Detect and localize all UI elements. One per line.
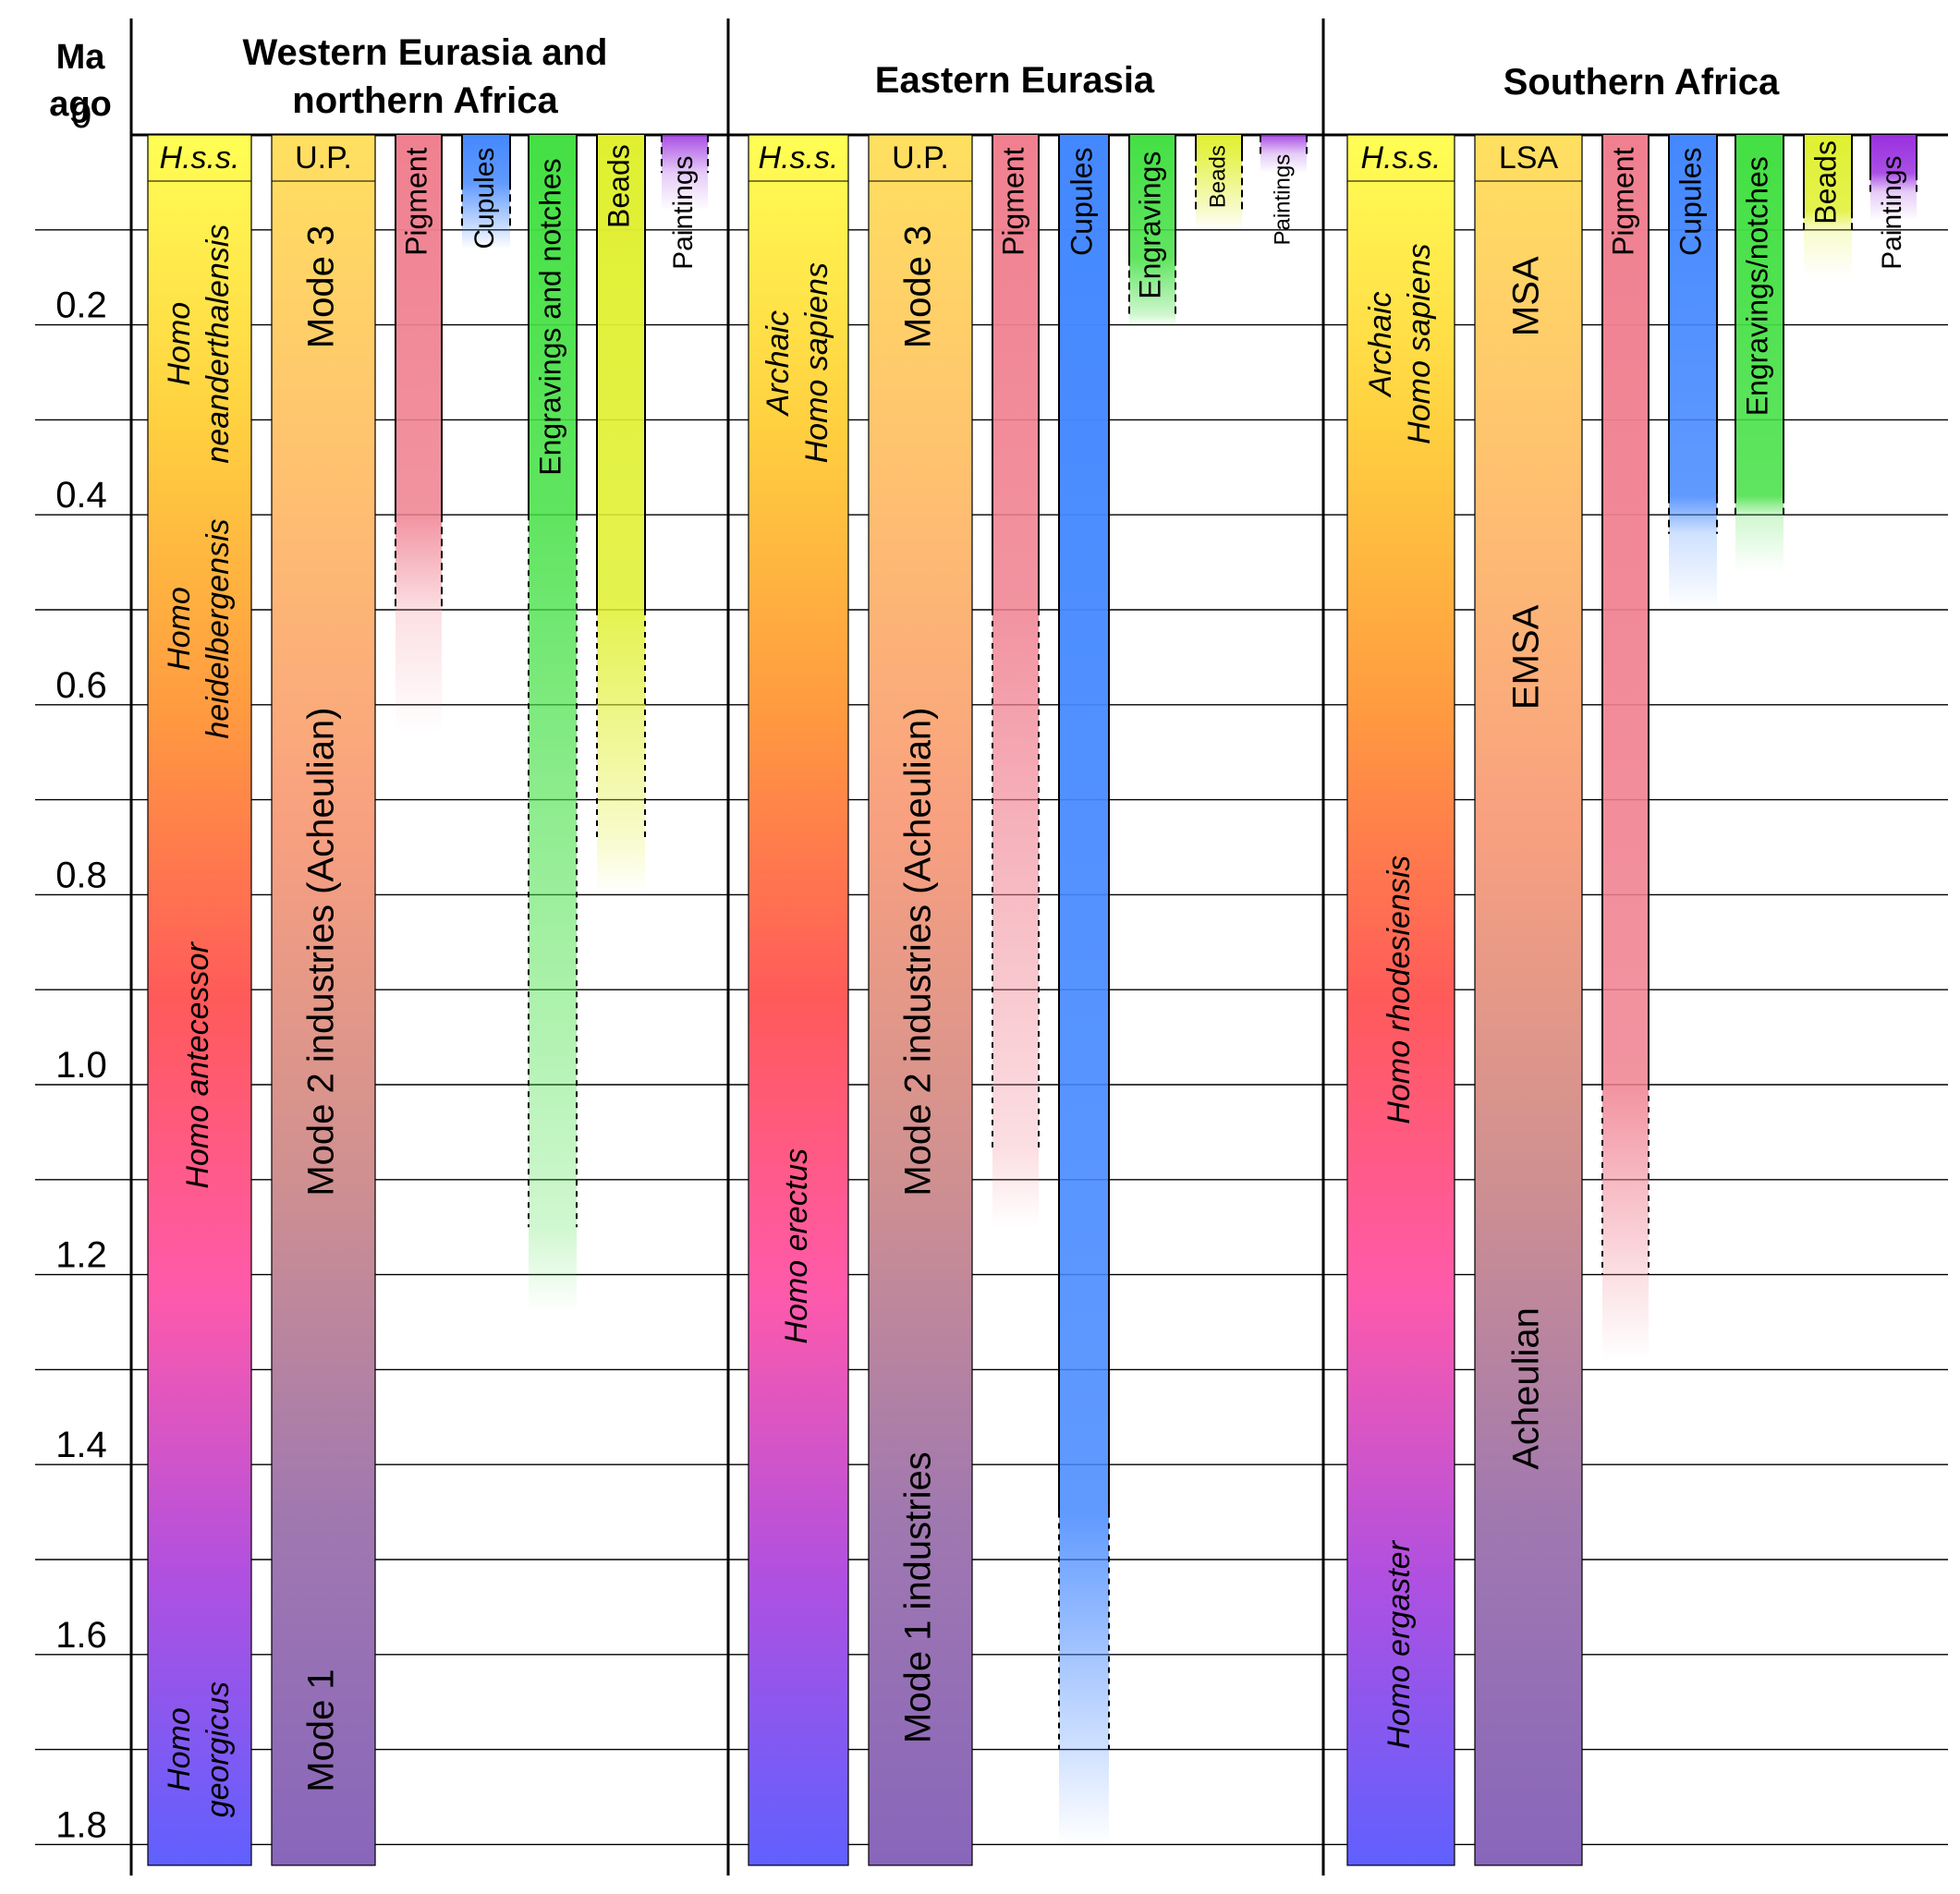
behavior-bar-pigment — [396, 135, 442, 734]
region-title-west: Western Eurasia and — [243, 32, 608, 73]
hominin-label: Homo ergaster — [1382, 1539, 1417, 1749]
behavior-label: Cupules — [1674, 148, 1707, 256]
behavior-label: Beads — [1808, 140, 1842, 225]
behavior-bar-paintings — [662, 135, 708, 212]
tick-label: 0.8 — [55, 855, 107, 895]
industry-label: LSA — [1499, 140, 1559, 176]
behavior-bar-paintings — [1870, 135, 1917, 221]
behavior-label: Cupules — [469, 148, 500, 249]
hominin-label: Homo — [162, 1707, 197, 1791]
tick-label: 1.6 — [55, 1615, 107, 1656]
hominin-label: H.s.s. — [160, 140, 240, 176]
behavior-bar-cupules — [1059, 135, 1109, 1845]
hominin-bar — [748, 134, 849, 1866]
tick-label: 1.0 — [55, 1045, 107, 1086]
hominin-label: Archaic — [761, 310, 796, 417]
behavior-bar-pigment — [1602, 135, 1649, 1361]
behavior-label: Paintings — [1270, 154, 1295, 246]
tick-label: 0.6 — [55, 665, 107, 706]
tick-label: 1.2 — [55, 1235, 107, 1276]
axis-title-ago: ago — [49, 85, 112, 124]
behavior-label: Engravings/notches — [1740, 156, 1773, 416]
behavior-bar-pigment — [992, 135, 1039, 1228]
tick-label: 0.2 — [55, 285, 107, 326]
industry-label: U.P. — [892, 140, 949, 176]
hominin-label: H.s.s. — [759, 140, 839, 176]
tick-label: 1.8 — [55, 1804, 107, 1845]
behavior-bar-beads — [1804, 135, 1852, 278]
behavior-bar-engravings — [1735, 135, 1783, 572]
hominin-label: Homo — [162, 587, 197, 671]
behavior-label: Cupules — [1065, 148, 1098, 256]
behavior-label: Pigment — [996, 147, 1029, 255]
axis-title-ma: Ma — [56, 38, 106, 77]
hominin-label: Homo antecessor — [180, 941, 215, 1189]
industry-label: MSA — [1506, 256, 1547, 336]
region-title-west: northern Africa — [292, 80, 558, 121]
hominin-bar — [147, 134, 252, 1866]
behavior-label: Engravings and notches — [533, 158, 566, 475]
region-south: H.s.s. Archaic Homo sapiens Homo rhodesiens… — [1346, 134, 1917, 1866]
industry-bar — [1474, 134, 1583, 1866]
hominin-label: Homo sapiens — [799, 262, 834, 463]
region-east: H.s.s. Archaic Homo sapiens Homo erectus U.P… — [748, 134, 1308, 1866]
region-title-south: Southern Africa — [1503, 62, 1780, 103]
behavior-label: Beads — [602, 144, 635, 228]
tick-label: 0.4 — [55, 475, 107, 516]
behavior-bar-engravings — [1129, 135, 1175, 325]
industry-bar — [868, 134, 973, 1866]
behavior-label: Pigment — [399, 147, 432, 255]
industry-label: U.P. — [295, 140, 352, 176]
hominin-label: neanderthalensis — [201, 225, 236, 464]
behavior-bar-beads — [597, 135, 645, 895]
tick-label: 0 — [71, 95, 91, 136]
hominin-bar — [1346, 134, 1455, 1866]
hominin-label: Homo — [162, 302, 197, 386]
industry-label: Mode 3 — [898, 225, 939, 348]
industry-label: Mode 2 industries (Acheulian) — [301, 707, 342, 1196]
hominin-label: Archaic — [1363, 291, 1398, 397]
hominin-label: georgicus — [201, 1682, 236, 1817]
behavior-bar-cupules — [1669, 135, 1717, 610]
header: Ma ago Western Eurasia and northern Africa E… — [49, 18, 1948, 1876]
industry-label: Mode 1 — [301, 1669, 342, 1791]
hominin-label: Homo rhodesiensis — [1382, 856, 1417, 1124]
behavior-bar-cupules — [462, 135, 510, 249]
industry-label: Mode 2 industries (Acheulian) — [898, 707, 939, 1196]
behavior-label: Pigment — [1606, 147, 1639, 255]
hominin-label: Homo erectus — [779, 1148, 814, 1344]
tick-label: 1.4 — [55, 1425, 107, 1465]
region-title-east: Eastern Eurasia — [875, 60, 1155, 101]
y-axis: 0 0.2 0.4 0.6 0.8 1.0 1.2 1.4 1.6 1.8 — [55, 95, 107, 1845]
behavior-bar-paintings — [1260, 135, 1307, 174]
hominin-label: H.s.s. — [1361, 140, 1442, 176]
hominin-label: Homo sapiens — [1402, 243, 1437, 443]
behavior-label: Engravings — [1133, 152, 1166, 299]
behavior-label: Paintings — [1877, 155, 1907, 269]
hominin-label: heidelbergensis — [201, 518, 236, 738]
behavior-label: Paintings — [668, 155, 699, 269]
industry-label: EMSA — [1506, 604, 1547, 710]
industry-label: Mode 3 — [301, 225, 342, 348]
industry-label: Mode 1 industries — [898, 1451, 939, 1743]
behavior-bar-engravings — [529, 135, 577, 1313]
industry-label: Acheulian — [1506, 1307, 1547, 1470]
behavior-bar-beads — [1196, 135, 1242, 230]
industry-bar — [271, 134, 376, 1866]
behavior-label: Beads — [1205, 145, 1230, 208]
